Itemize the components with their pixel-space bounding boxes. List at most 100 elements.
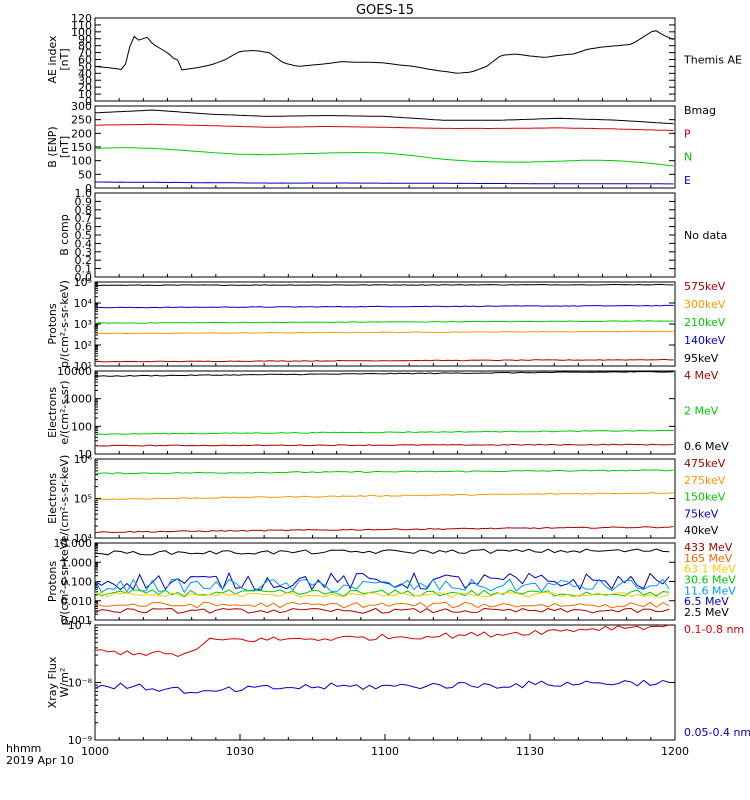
series-line-210keV [94, 320, 674, 324]
y-tick-label: 0 [85, 95, 92, 108]
y-tick-label: 10⁻⁹ [68, 734, 92, 747]
legend-entry: 165 MeV [684, 552, 733, 565]
y-axis-label: Xray FluxW/m² [46, 656, 71, 708]
y-tick-label: 50 [78, 60, 92, 73]
y-tick-label: 80 [78, 40, 92, 53]
y-tick-label: 10⁶ [74, 453, 93, 466]
x-tick-label: 1100 [371, 745, 399, 758]
y-tick-label: 1.0 [75, 187, 93, 200]
y-tick-label: 1000 [64, 393, 92, 406]
y-tick-label: 0.7 [75, 212, 93, 225]
legend-entry: 95keV [684, 352, 719, 365]
series-line-11-6-MeV [94, 578, 670, 594]
legend-entry: 150keV [684, 491, 726, 504]
y-axis-label-line: W/m² [58, 668, 71, 698]
series-line-30-6-MeV [94, 589, 670, 598]
panel-frame [94, 192, 676, 278]
y-axis-label-line: e/(cm²-s-sr-keV) [58, 455, 71, 543]
y-tick-label: 60 [78, 54, 92, 67]
y-tick-label: 110 [71, 19, 92, 32]
y-tick-label: 0.6 [75, 221, 93, 234]
y-tick-label: 10⁴ [74, 532, 93, 545]
legend-entry: No data [684, 229, 727, 242]
legend-entry: 275keV [684, 474, 726, 487]
y-tick-label: 10000 [57, 365, 92, 378]
y-axis-label: Protonsp/(cm²-s-sr-keV) [46, 538, 71, 626]
date-label: 2019 Apr 10 [6, 754, 74, 767]
y-tick-label: 0.1 [75, 263, 93, 276]
y-tick-label: 100 [71, 155, 92, 168]
y-axis-label-line: [nT] [58, 48, 71, 70]
y-tick-label: 40 [78, 67, 92, 80]
legend-entry: 0.6 MeV [684, 440, 729, 453]
series-line-150keV [95, 469, 674, 475]
x-tick-label: 1000 [81, 745, 109, 758]
y-tick-label: 0.0 [75, 271, 93, 284]
panel-frame [94, 370, 676, 455]
y-tick-label: 10.000 [54, 537, 93, 550]
x-tick-label: 1200 [661, 745, 689, 758]
legend-entry: 4 MeV [684, 369, 719, 382]
series-line-165-MeV [94, 601, 670, 609]
legend-entry: 0.05-0.4 nm [684, 726, 750, 739]
series-line-275keV [94, 491, 674, 501]
y-tick-label: 1.000 [61, 556, 93, 569]
legend-entry: 0.1-0.8 nm [684, 623, 744, 636]
y-axis-label-line: B comp [58, 214, 71, 256]
y-axis-label-line: Xray Flux [46, 656, 59, 708]
y-tick-label: 10⁻⁷ [68, 619, 92, 632]
legend-entry: 433 MeV [684, 541, 733, 554]
y-tick-label: 200 [71, 127, 92, 140]
series-line-95keV [95, 283, 674, 287]
y-tick-label: 0.010 [61, 595, 93, 608]
y-tick-label: 100 [71, 420, 92, 433]
y-axis-label-line: Electrons [46, 473, 59, 524]
y-axis-label-line: Protons [46, 303, 59, 344]
legend-entry: 575keV [684, 280, 726, 293]
y-tick-label: 10⁵ [74, 276, 92, 289]
y-axis-label-line: [nT] [58, 136, 71, 158]
y-tick-label: 0.9 [75, 195, 93, 208]
series-line-Bmag [94, 109, 674, 125]
series-line-E [95, 181, 674, 185]
series-line-2-MeV [94, 429, 674, 435]
series-line-4-MeV [94, 443, 674, 447]
series-line-575keV [94, 358, 674, 363]
panel-5: 10 100 1000 10000 Electronse/(cm²-s-sr) 4 MeV… [46, 365, 729, 461]
legend-entry: Themis AE [683, 54, 742, 67]
y-tick-label: 100 [71, 26, 92, 39]
legend-entry: 300keV [684, 298, 726, 311]
y-tick-label: 70 [78, 47, 92, 60]
y-tick-label: 120 [71, 12, 92, 25]
legend-entry: 2 MeV [684, 405, 719, 418]
y-tick-label: 0.100 [61, 576, 93, 589]
legend-entry: 11.6 MeV [684, 584, 736, 597]
y-tick-label: 0 [85, 182, 92, 195]
y-axis-label: B comp [58, 214, 71, 256]
legend-entry: P [684, 127, 691, 140]
series-line-2-5-MeV [94, 548, 670, 556]
panel-3: 0.00.10.20.30.40.50.60.70.80.91.0 B comp N… [58, 187, 727, 284]
y-tick-label: 300 [71, 100, 92, 113]
series-line-0-1-0-8-nm [94, 624, 670, 658]
y-tick-label: 10³ [74, 318, 92, 331]
panel-8: 10⁻⁹ 10⁻⁸ 10⁻⁷ Xray FluxW/m² 0.1-0.8 nm 0.05-… [46, 619, 750, 747]
series-line-N [94, 147, 674, 167]
y-tick-label: 0.3 [75, 246, 93, 259]
y-tick-label: 10² [74, 339, 92, 352]
legend-entry: 210keV [684, 316, 726, 329]
series-line-P [94, 123, 674, 132]
series-line-0-05-0-4-nm [94, 679, 670, 694]
y-tick-label: 0.001 [61, 614, 93, 627]
legend-entry: E [684, 174, 691, 187]
series-line-Themis-AE [94, 30, 674, 74]
y-axis-label-line: B (ENP) [46, 126, 59, 167]
y-tick-label: 150 [71, 141, 92, 154]
legend-entry: N [684, 151, 692, 164]
panel-frame [94, 624, 676, 741]
panel-7: 0.001 0.010 0.100 1.000 10.000Protonsp/(cm²-… [46, 537, 736, 627]
